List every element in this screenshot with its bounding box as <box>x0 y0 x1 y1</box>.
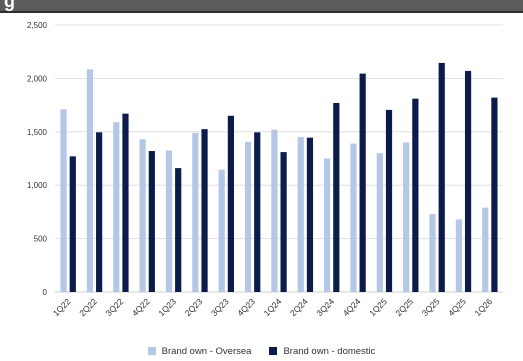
x-tick-label: 3Q24 <box>314 296 336 318</box>
bars <box>60 62 498 293</box>
bar-domestic <box>96 132 103 292</box>
legend-label-oversea: Brand own - Oversea <box>161 345 252 357</box>
bar-domestic <box>412 98 419 292</box>
x-tick-label: 1Q23 <box>156 296 178 318</box>
x-tick-label: 2Q25 <box>393 296 415 318</box>
x-tick-label: 2Q22 <box>77 296 99 318</box>
bar-domestic <box>254 132 261 292</box>
bar-domestic <box>175 168 182 292</box>
y-tick-label: 2,500 <box>27 21 48 30</box>
header-title: g <box>4 0 15 11</box>
bar-domestic <box>201 129 208 292</box>
bar-domestic <box>491 97 498 293</box>
header-band: g <box>0 0 523 11</box>
x-tick-label: 4Q22 <box>130 296 152 318</box>
legend-swatch-domestic <box>269 347 278 355</box>
bar-domestic <box>464 70 472 292</box>
y-tick-label: 2,000 <box>27 74 48 83</box>
x-tick-label: 3Q23 <box>209 296 231 318</box>
x-tick-label: 1Q24 <box>262 296 284 318</box>
y-tick-label: 0 <box>43 288 48 297</box>
bar-oversea <box>376 153 383 292</box>
bar-domestic <box>333 102 340 293</box>
bar-oversea <box>60 109 67 292</box>
x-tick-label: 3Q25 <box>420 296 442 318</box>
bar-oversea <box>403 142 410 292</box>
bar-oversea <box>324 158 331 292</box>
header-rule <box>0 11 523 13</box>
legend-swatch-oversea <box>147 347 156 355</box>
bar-domestic <box>227 115 234 292</box>
bar-oversea <box>350 143 357 292</box>
x-tick-label: 4Q23 <box>235 296 257 318</box>
legend-item-domestic: Brand own - domestic <box>269 346 375 357</box>
bar-oversea <box>244 141 252 292</box>
legend-item-oversea: Brand own - Oversea <box>147 345 252 357</box>
bar-oversea <box>297 137 304 292</box>
bar-domestic <box>148 151 155 292</box>
x-tick-label: 1Q22 <box>51 296 73 318</box>
grid-lines <box>55 24 503 293</box>
x-tick-label: 1Q25 <box>367 296 389 318</box>
bar-oversea <box>113 122 120 292</box>
bar-oversea <box>455 219 462 292</box>
bar-oversea <box>271 129 278 292</box>
x-axis-ticks: 1Q22 2Q22 3Q22 4Q22 1Q23 2Q23 3Q23 4Q23 1Q24 2Q24… <box>51 296 495 318</box>
bar-oversea <box>86 69 94 293</box>
x-tick-label: 1Q26 <box>472 296 494 318</box>
bar-domestic <box>69 156 76 292</box>
bar-domestic <box>306 137 314 292</box>
legend: Brand own - Oversea Brand own - domestic <box>0 344 523 358</box>
bar-domestic <box>438 62 445 292</box>
y-tick-label: 500 <box>34 235 48 244</box>
bar-oversea <box>165 150 173 292</box>
bar-oversea <box>139 139 146 292</box>
x-tick-label: 4Q24 <box>341 296 363 318</box>
bar-oversea <box>429 214 436 292</box>
bar-domestic <box>359 73 366 293</box>
x-tick-label: 2Q24 <box>288 296 310 318</box>
legend-label-domestic: Brand own - domestic <box>283 345 376 357</box>
bar-oversea <box>218 169 225 292</box>
bar-domestic <box>280 152 287 292</box>
y-tick-label: 1,000 <box>27 181 48 190</box>
y-axis-ticks: 0 500 1,000 1,500 2,000 2,500 <box>27 21 48 297</box>
x-tick-label: 2Q23 <box>183 296 205 318</box>
bar-domestic <box>385 109 393 292</box>
x-tick-label: 4Q25 <box>446 296 468 318</box>
x-tick-label: 3Q22 <box>104 296 126 318</box>
bar-oversea <box>482 207 489 292</box>
bar-oversea <box>192 132 199 292</box>
y-tick-label: 1,500 <box>27 128 48 137</box>
bar-domestic <box>122 113 129 292</box>
